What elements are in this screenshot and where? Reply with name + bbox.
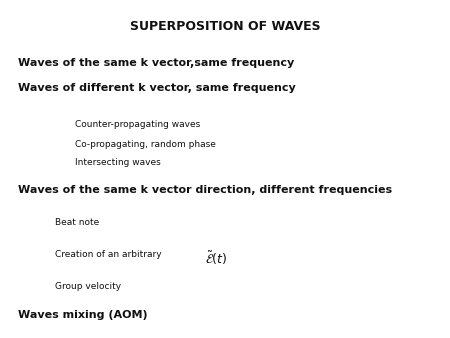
Text: Waves of the same k vector,same frequency: Waves of the same k vector,same frequenc… — [18, 58, 294, 68]
Text: Group velocity: Group velocity — [55, 282, 121, 291]
Text: SUPERPOSITION OF WAVES: SUPERPOSITION OF WAVES — [130, 20, 320, 33]
Text: Creation of an arbitrary: Creation of an arbitrary — [55, 250, 162, 259]
Text: Intersecting waves: Intersecting waves — [75, 158, 161, 167]
Text: Counter-propagating waves: Counter-propagating waves — [75, 120, 200, 129]
Text: Beat note: Beat note — [55, 218, 99, 227]
Text: Waves of the same k vector direction, different frequencies: Waves of the same k vector direction, di… — [18, 185, 392, 195]
Text: Co-propagating, random phase: Co-propagating, random phase — [75, 140, 216, 149]
Text: Waves mixing (AOM): Waves mixing (AOM) — [18, 310, 148, 320]
Text: $\tilde{\mathcal{E}}(t)$: $\tilde{\mathcal{E}}(t)$ — [205, 250, 228, 267]
Text: Waves of different k vector, same frequency: Waves of different k vector, same freque… — [18, 83, 296, 93]
